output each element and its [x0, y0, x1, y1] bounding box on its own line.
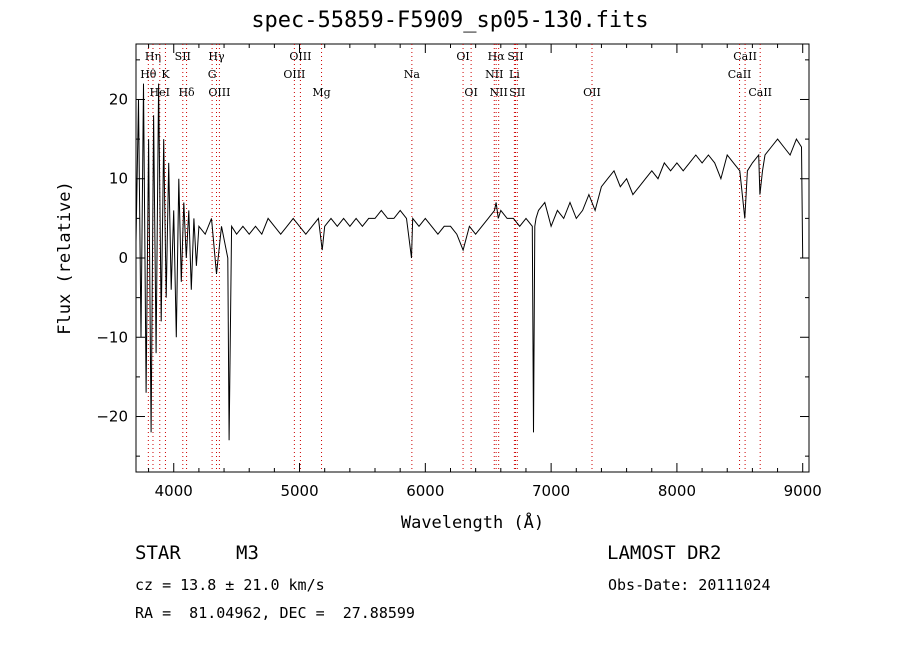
- x-tick-label: 8000: [658, 482, 696, 500]
- line-label: Mg: [312, 86, 330, 99]
- line-label: OIII: [289, 50, 311, 63]
- line-label: SII: [509, 86, 525, 99]
- line-label: CaII: [733, 50, 757, 63]
- line-label: Hα: [488, 50, 506, 63]
- line-label: HeI: [150, 86, 170, 99]
- line-label: CaII: [728, 68, 752, 81]
- line-label: OII: [583, 86, 601, 99]
- line-label: Hη: [145, 50, 161, 63]
- line-label: OIII: [283, 68, 305, 81]
- y-tick-label: −20: [96, 408, 128, 426]
- x-axis-label: Wavelength (Å): [401, 511, 544, 533]
- x-tick-label: 4000: [155, 482, 193, 500]
- y-axis-label: Flux (relative): [55, 181, 75, 335]
- x-tick-label: 7000: [532, 482, 570, 500]
- chart-title: spec-55859-F5909_sp05-130.fits: [251, 8, 649, 33]
- y-tick-label: −10: [96, 328, 128, 346]
- line-label: Na: [404, 68, 421, 81]
- plot-frame: [135, 43, 810, 473]
- class-label: STAR: [135, 542, 181, 564]
- line-label: Hγ: [208, 50, 225, 63]
- y-tick-label: 10: [109, 170, 128, 188]
- line-label: K: [161, 68, 170, 81]
- line-label: NII: [485, 68, 503, 81]
- spectrum-line: [135, 83, 804, 441]
- x-tick-label: 9000: [784, 482, 822, 500]
- line-label: Li: [509, 68, 520, 81]
- subclass-label: M3: [236, 542, 259, 564]
- line-label: OIII: [208, 86, 230, 99]
- line-label: NII: [490, 86, 508, 99]
- obs-date-label: Obs-Date: 20111024: [608, 576, 771, 594]
- coordinates-label: RA = 81.04962, DEC = 27.88599: [135, 604, 415, 622]
- survey-label: LAMOST DR2: [607, 542, 722, 564]
- line-label: OI: [456, 50, 469, 63]
- line-label: Hθ: [140, 68, 157, 81]
- y-tick-label: 0: [118, 249, 128, 267]
- line-label: OI: [464, 86, 477, 99]
- redshift-label: cz = 13.8 ± 21.0 km/s: [135, 576, 325, 594]
- line-label: CaII: [748, 86, 772, 99]
- line-label: SII: [507, 50, 523, 63]
- x-tick-label: 6000: [406, 482, 444, 500]
- line-label: SII: [175, 50, 191, 63]
- x-tick-label: 5000: [280, 482, 318, 500]
- line-label: G: [208, 68, 217, 81]
- y-tick-label: 20: [109, 90, 128, 108]
- line-label: Hδ: [178, 86, 195, 99]
